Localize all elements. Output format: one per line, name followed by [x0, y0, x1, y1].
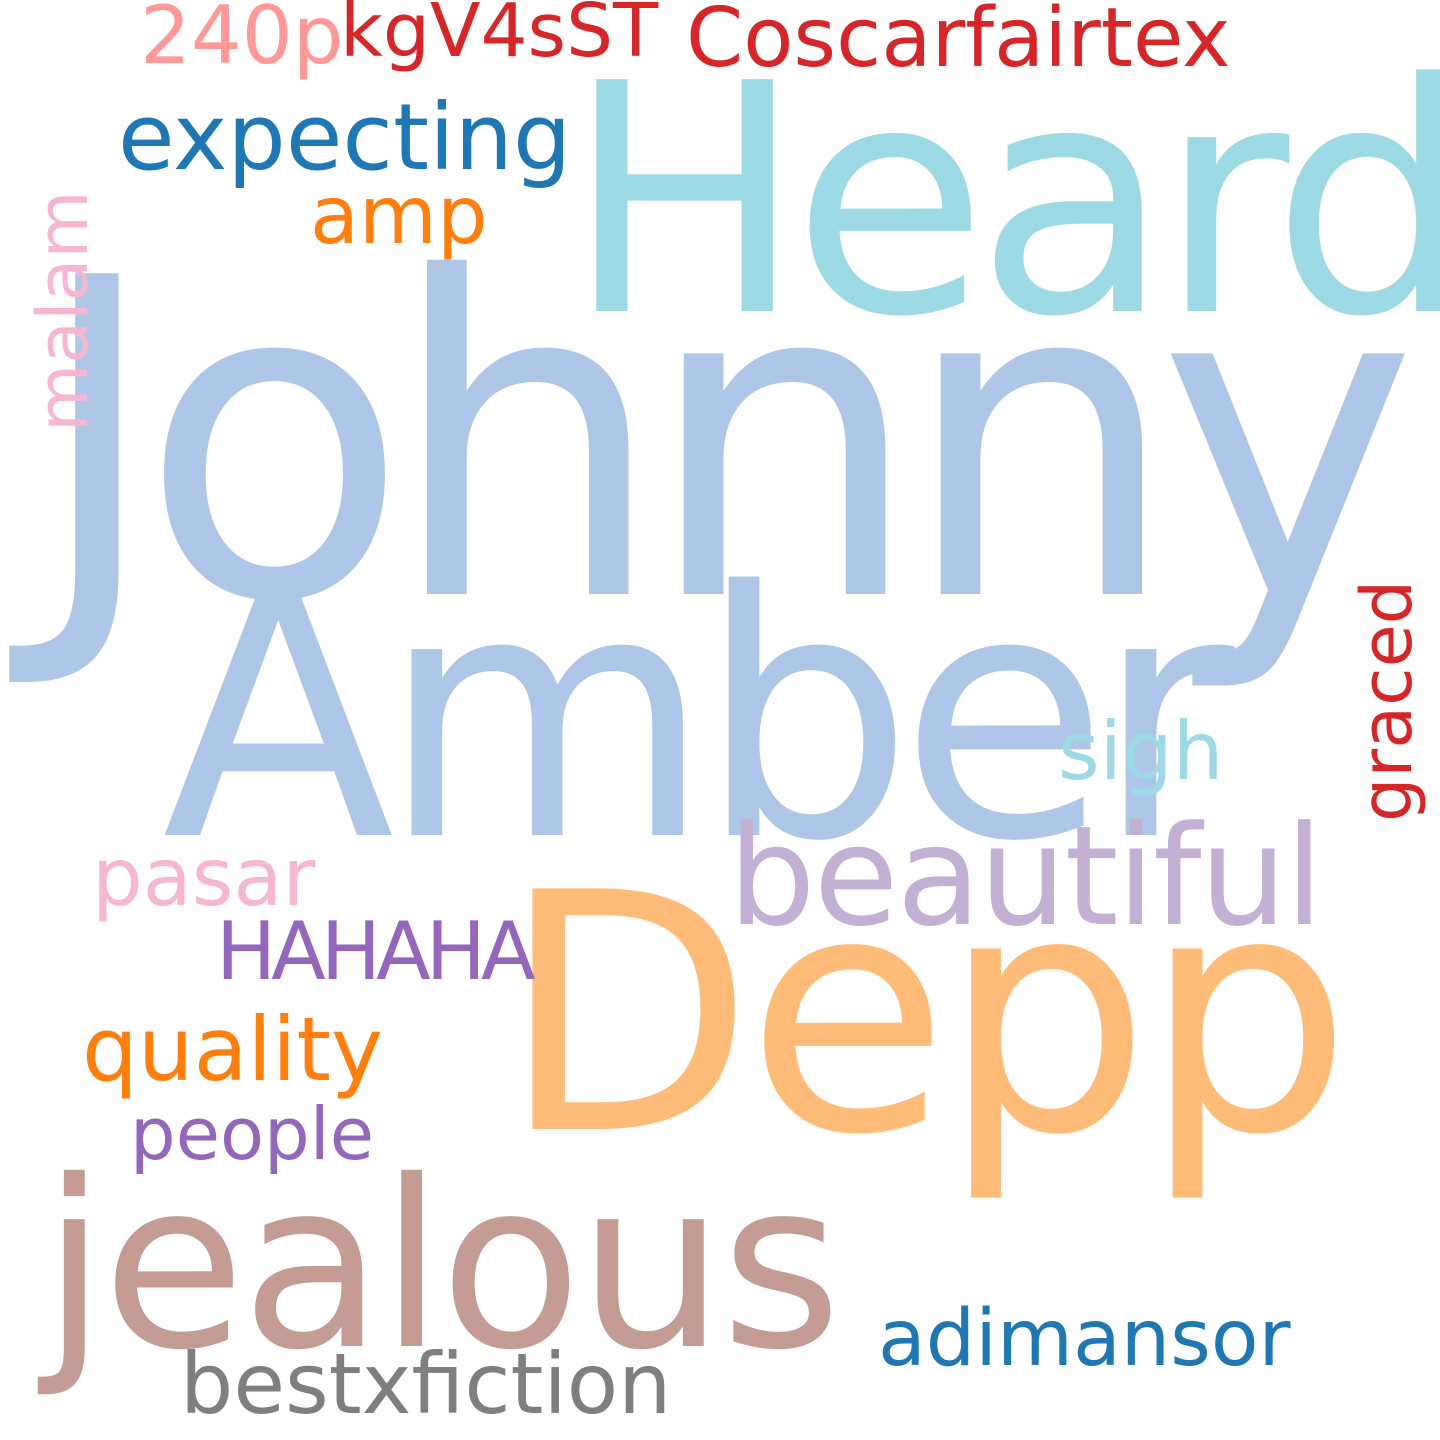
word-johnny: Johnny	[32, 186, 1418, 698]
word-jealous: jealous	[42, 1131, 842, 1401]
word-graced: graced	[1346, 579, 1428, 822]
word-people: people	[130, 1092, 375, 1176]
word-depp: Depp	[500, 823, 1352, 1207]
word-pasar: pasar	[92, 831, 316, 924]
word-bestxfiction: bestxfiction	[180, 1335, 672, 1433]
word-coscarfairtex: Coscarfairtex	[686, 0, 1231, 86]
word-malam: malam	[22, 190, 104, 432]
word-beautiful: beautiful	[728, 796, 1323, 957]
word-quality: quality	[82, 998, 384, 1101]
word-sigh: sigh	[1058, 705, 1224, 798]
word-hahaha: HAHAHA	[216, 905, 536, 998]
word-amp: amp	[310, 169, 488, 262]
word-adimansor: adimansor	[878, 1294, 1291, 1384]
word-amber: Amber	[162, 520, 1235, 916]
word-kgv4sst: kgV4sST	[340, 0, 659, 74]
word-240p: 240p	[140, 0, 344, 82]
word-heard: Heard	[565, 16, 1440, 386]
word-expecting: expecting	[118, 84, 572, 191]
